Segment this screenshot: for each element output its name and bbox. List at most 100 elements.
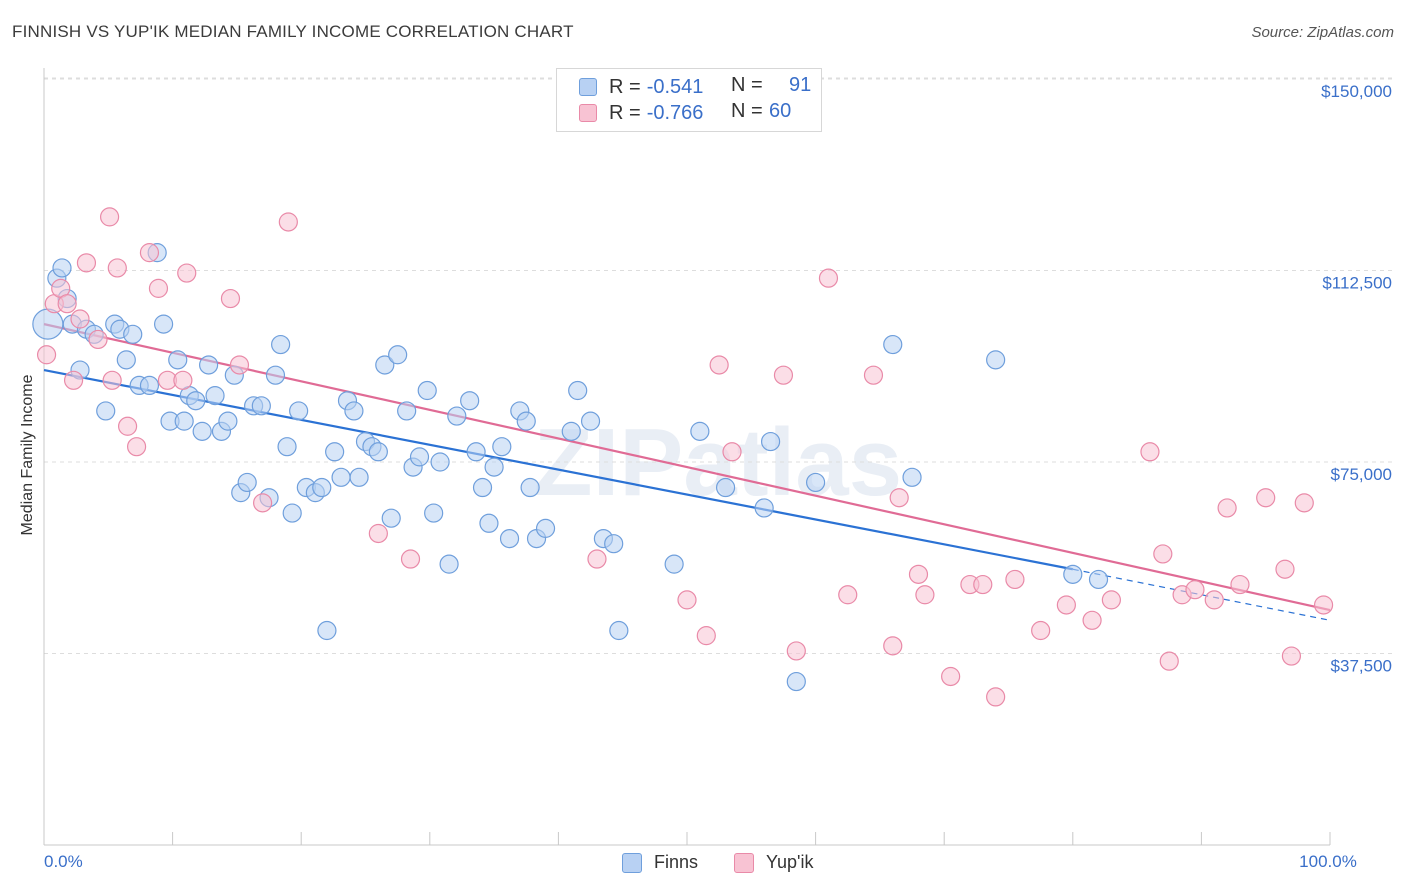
finns-point: [186, 391, 206, 411]
yupik-point: [1031, 620, 1051, 641]
finns-point: [397, 401, 417, 421]
yupik-point: [786, 641, 806, 661]
yupik-legend-swatch: [734, 852, 754, 873]
finns-point: [52, 258, 72, 278]
finns-point: [883, 334, 903, 355]
finns-point: [199, 355, 219, 375]
yupik-point: [883, 636, 903, 656]
yupik-point: [1185, 580, 1205, 600]
scatter-points: [32, 207, 1334, 707]
correlation-legend: R = -0.541 N = 91 R = -0.766 N = 60: [556, 68, 822, 132]
finns-point: [139, 375, 160, 395]
finns-point: [516, 411, 536, 431]
legend-r-label: R =: [609, 75, 641, 98]
yupik-point: [57, 294, 77, 314]
yupik-point: [863, 365, 884, 385]
axes: [43, 68, 1331, 846]
yupik-trend-line: [43, 323, 1331, 612]
yupik-point: [838, 585, 858, 605]
x-tick-label-max: 100.0%: [1299, 852, 1357, 871]
finns-point: [690, 421, 710, 441]
yupik-legend-label: Yup'ik: [766, 852, 814, 872]
yupik-point: [1230, 574, 1250, 595]
yupik-point: [70, 309, 90, 329]
finns-point: [237, 472, 257, 493]
series-yupik: [36, 207, 1334, 707]
yupik-point: [1101, 590, 1121, 610]
finns-point: [282, 503, 302, 523]
finns-point: [479, 513, 499, 533]
yupik-point: [1275, 559, 1295, 579]
finns-point: [520, 477, 540, 498]
finns-point: [664, 554, 684, 574]
finns-point: [580, 411, 601, 431]
yupik-point: [889, 488, 909, 508]
finns-point: [174, 411, 194, 431]
yupik-point: [986, 687, 1006, 707]
finns-point: [568, 380, 588, 401]
yupik-point: [941, 666, 961, 687]
legend-n-value-finns: 91: [789, 74, 812, 96]
bottom-legend-yupik: Yup'ik: [734, 852, 813, 873]
legend-n-label: N =: [731, 74, 763, 96]
yupik-point: [1313, 595, 1334, 615]
yupik-point: [1140, 442, 1160, 462]
yupik-point: [126, 437, 147, 457]
finns-point: [289, 401, 309, 421]
finns-point: [484, 457, 504, 477]
finns-point: [312, 477, 332, 498]
finns-point: [317, 620, 337, 641]
yupik-point: [148, 278, 169, 298]
finns-point: [460, 391, 480, 411]
yupik-point: [139, 243, 160, 263]
finns-point: [1063, 564, 1083, 584]
yupik-point: [1005, 569, 1025, 590]
yupik-point: [587, 549, 607, 569]
finns-point: [409, 447, 430, 467]
finns-point: [153, 314, 174, 334]
finns-point: [265, 365, 286, 385]
finns-point: [986, 350, 1006, 370]
yupik-point: [1281, 646, 1302, 666]
finns-point: [192, 421, 212, 441]
yupik-point: [400, 549, 421, 569]
yupik-swatch: [579, 104, 597, 122]
source-label: Source: ZipAtlas.com: [1251, 24, 1394, 41]
finns-point: [116, 350, 136, 370]
finns-point: [218, 411, 238, 431]
legend-r-value-finns: -0.541: [646, 75, 704, 98]
finns-point: [439, 554, 459, 574]
finns-point: [123, 324, 143, 344]
yupik-point: [1082, 610, 1102, 630]
finns-legend-label: Finns: [654, 852, 699, 872]
yupik-point: [76, 253, 97, 273]
finns-point: [375, 355, 395, 375]
series-finns: [32, 243, 1109, 692]
chart-title: FINNISH VS YUP'IK MEDIAN FAMILY INCOME C…: [12, 22, 574, 41]
yupik-point: [36, 345, 57, 365]
yupik-point: [1159, 651, 1179, 671]
finns-point: [715, 477, 736, 498]
y-tick-label: $112,500: [1322, 274, 1392, 293]
yupik-point: [107, 258, 127, 278]
finns-point: [492, 437, 512, 457]
finns-point: [604, 534, 624, 554]
yupik-point: [1256, 488, 1276, 508]
finns-point: [325, 442, 345, 462]
finns-point: [349, 467, 369, 487]
finns-point: [96, 401, 116, 421]
yupik-point: [1217, 498, 1237, 518]
finns-point: [381, 508, 401, 528]
finns-swatch: [579, 78, 597, 96]
finns-legend-swatch: [622, 852, 642, 873]
finns-point: [466, 442, 486, 462]
yupik-point: [220, 288, 241, 309]
yupik-point: [1153, 544, 1173, 564]
yupik-point: [1294, 493, 1314, 513]
finns-point: [32, 308, 64, 340]
yupik-point: [973, 574, 993, 595]
legend-r-label: R =: [609, 101, 641, 124]
legend-n-value-yupik: 60: [769, 100, 792, 122]
finns-point: [760, 431, 781, 452]
